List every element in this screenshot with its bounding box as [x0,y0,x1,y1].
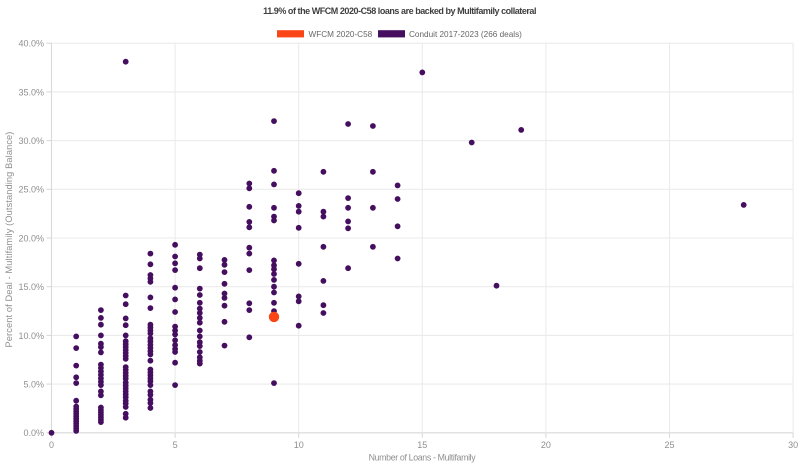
svg-text:35.0%: 35.0% [18,87,44,97]
svg-text:Percent of Deal - Multifamily: Percent of Deal - Multifamily (Outstandi… [4,131,14,347]
svg-text:30: 30 [788,440,798,450]
svg-text:Number of Loans - Multifamily: Number of Loans - Multifamily [369,453,477,463]
svg-text:0.0%: 0.0% [23,428,44,438]
svg-text:Conduit 2017-2023 (266 deals): Conduit 2017-2023 (266 deals) [409,30,522,39]
svg-text:25: 25 [664,440,674,450]
svg-text:15: 15 [417,440,427,450]
svg-text:20: 20 [541,440,551,450]
svg-text:10.0%: 10.0% [18,331,44,341]
svg-text:40.0%: 40.0% [18,39,44,49]
svg-text:20.0%: 20.0% [18,233,44,243]
svg-text:WFCM 2020-C58: WFCM 2020-C58 [309,30,373,39]
svg-text:15.0%: 15.0% [18,282,44,292]
svg-text:30.0%: 30.0% [18,136,44,146]
svg-text:5: 5 [173,440,178,450]
svg-text:11.9% of the WFCM 2020-C58 loa: 11.9% of the WFCM 2020-C58 loans are bac… [263,6,536,16]
svg-text:0: 0 [49,440,54,450]
svg-text:5.0%: 5.0% [23,380,44,390]
svg-text:10: 10 [294,440,304,450]
svg-text:25.0%: 25.0% [18,185,44,195]
